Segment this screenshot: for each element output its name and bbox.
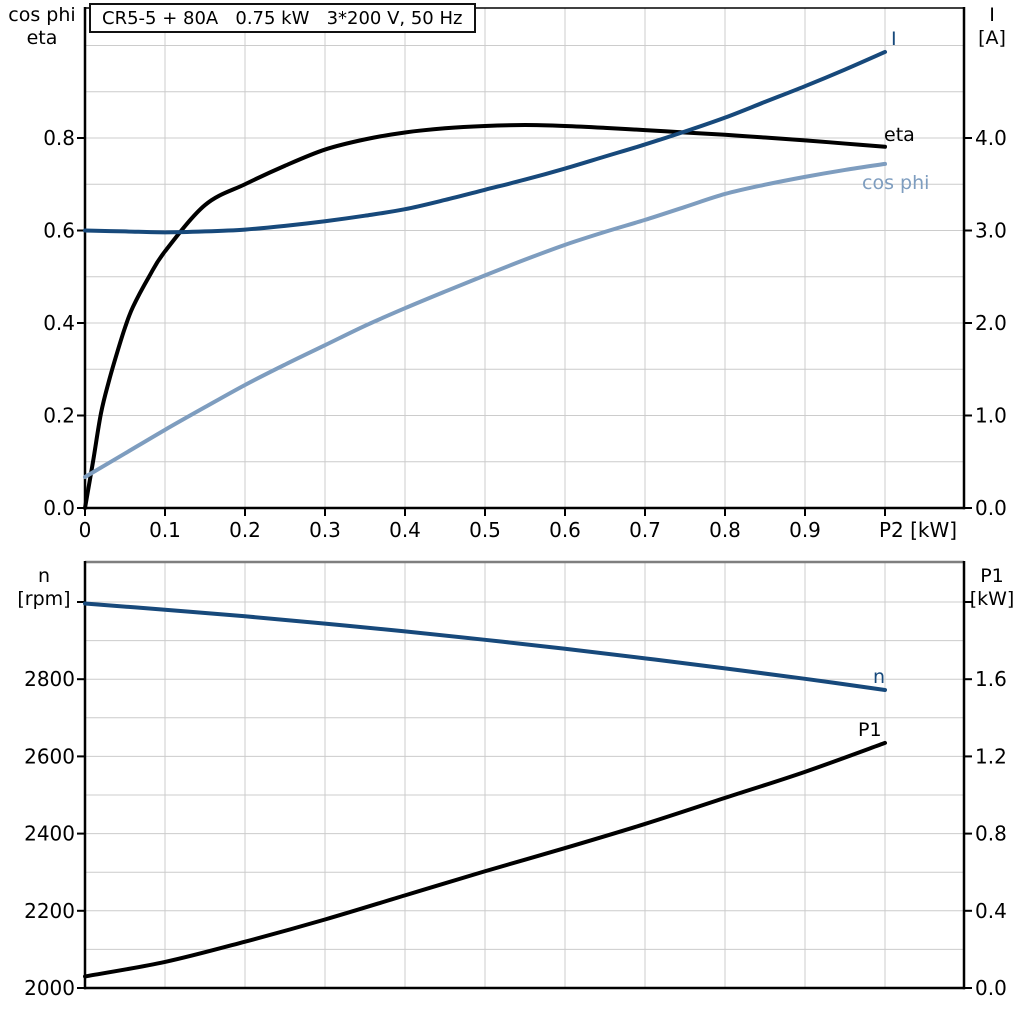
left-tick-label: 2600 — [24, 744, 75, 768]
top-left-axis-header: cos phi eta — [0, 4, 84, 50]
left-tick-label: 0.2 — [43, 404, 75, 428]
plot-bottom: 2000 2200 2400 2600 2800 0.0 0.4 0.8 1.2 1.6 n P1 — [24, 560, 1007, 1000]
bottom-right-axis-header: P1 [kW] — [960, 565, 1024, 611]
gridlines — [85, 562, 964, 988]
series-I-label: I — [891, 28, 897, 50]
series-P1-curve — [83, 740, 887, 979]
x-tick-label: 0.4 — [389, 518, 421, 542]
x-tick-label: 0.3 — [309, 518, 341, 542]
right-tick-label: 4.0 — [975, 126, 1007, 150]
x-axis-title: P2 [kW] — [879, 518, 957, 542]
tick-marks — [77, 600, 972, 989]
left-tick-label: 2400 — [24, 822, 75, 846]
right-tick-label: 1.6 — [975, 667, 1007, 691]
tick-labels: 0 0.1 0.2 0.3 0.4 0.5 0.6 0.7 0.8 0.9 P2 [kW] 0.0 0.… — [43, 126, 1007, 542]
series-eta-label: eta — [884, 124, 915, 146]
series-n-curve — [83, 601, 887, 692]
series-cos-phi-curve — [83, 161, 887, 480]
left-tick-label: 0.6 — [43, 219, 75, 243]
series-I-curve — [83, 49, 887, 235]
plot-top: 0 0.1 0.2 0.3 0.4 0.5 0.6 0.7 0.8 0.9 P2 [kW] 0.0 0.… — [43, 7, 1007, 542]
right-tick-label: 3.0 — [975, 218, 1007, 242]
tick-labels: 2000 2200 2400 2600 2800 0.0 0.4 0.8 1.2 1.6 — [24, 667, 1007, 1000]
top-right-axis-header: I [A] — [962, 4, 1022, 50]
right-tick-label: 0.0 — [975, 496, 1007, 520]
gridlines — [85, 8, 964, 508]
right-tick-label: 0.0 — [975, 976, 1007, 1000]
right-tick-label: 0.4 — [975, 899, 1007, 923]
series-eta-curve — [83, 123, 887, 510]
series-cos-phi-label: cos phi — [862, 172, 929, 194]
x-tick-label: 0.1 — [149, 518, 181, 542]
left-tick-label: 0.4 — [43, 311, 75, 335]
axis-header-speed: n — [37, 565, 51, 587]
right-tick-label: 1.0 — [975, 403, 1007, 427]
x-tick-label: 0.6 — [549, 518, 581, 542]
right-tick-label: 0.8 — [975, 822, 1007, 846]
axis-header-cos-phi: cos phi — [8, 4, 76, 26]
left-tick-label: 0.0 — [43, 496, 75, 520]
series-n-label: n — [873, 666, 885, 688]
x-tick-label: 0.9 — [789, 518, 821, 542]
axis-header-current: I — [989, 4, 995, 26]
x-tick-label: 0 — [79, 518, 92, 542]
left-tick-label: 0.8 — [43, 126, 75, 150]
x-tick-label: 0.5 — [469, 518, 501, 542]
tick-marks — [77, 136, 972, 516]
series-P1-label: P1 — [858, 719, 882, 741]
left-tick-label: 2200 — [24, 899, 75, 923]
x-tick-label: 0.8 — [709, 518, 741, 542]
x-tick-label: 0.7 — [629, 518, 661, 542]
left-tick-label: 2000 — [24, 976, 75, 1000]
axis-header-current-unit: [A] — [978, 27, 1006, 49]
axis-header-p1: P1 — [980, 565, 1004, 587]
bottom-left-axis-header: n [rpm] — [6, 565, 82, 611]
x-tick-label: 0.2 — [229, 518, 261, 542]
chart-title-box: CR5-5 + 80A 0.75 kW 3*200 V, 50 Hz — [89, 3, 477, 33]
axis-header-eta: eta — [26, 27, 58, 49]
right-tick-label: 1.2 — [975, 744, 1007, 768]
chart-title: CR5-5 + 80A 0.75 kW 3*200 V, 50 Hz — [102, 7, 463, 29]
right-tick-label: 2.0 — [975, 311, 1007, 335]
axis-header-p1-unit: [kW] — [969, 588, 1015, 610]
left-tick-label: 2800 — [24, 667, 75, 691]
axis-header-speed-unit: [rpm] — [17, 588, 71, 610]
